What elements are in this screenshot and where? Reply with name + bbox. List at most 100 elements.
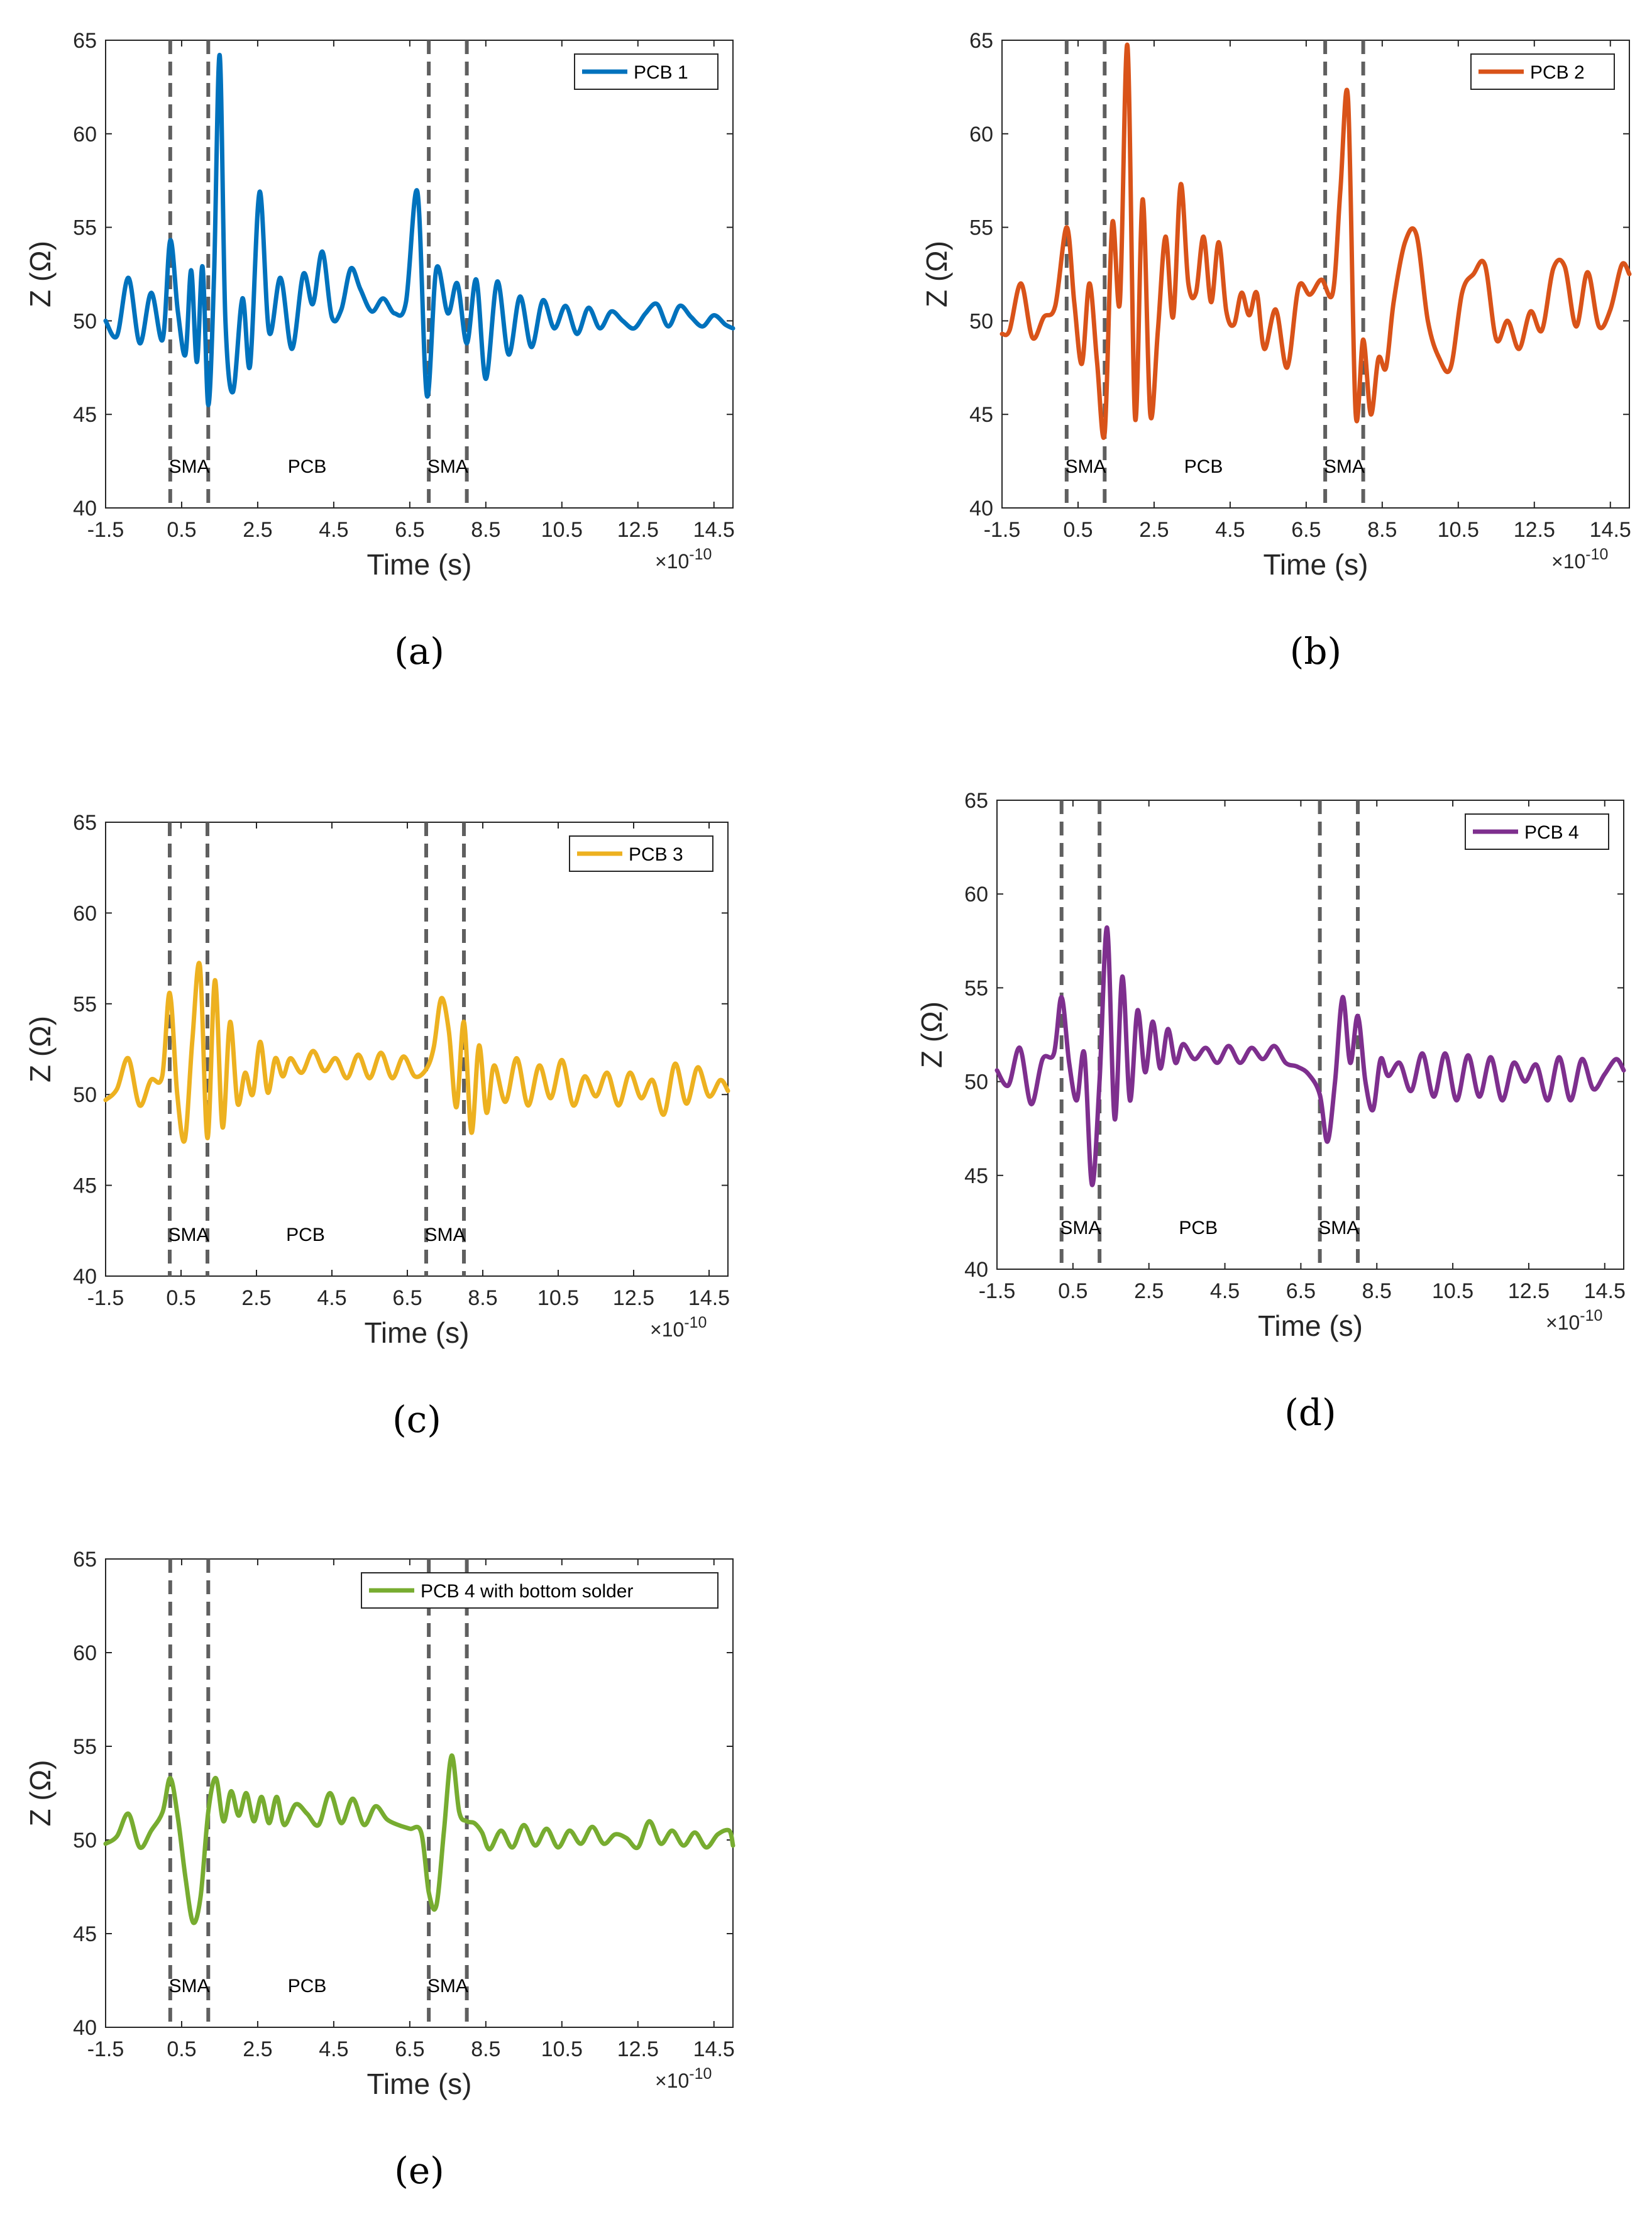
legend: PCB 4 with bottom solder	[361, 1572, 719, 1609]
y-tick-label: 60	[73, 1641, 97, 1665]
x-tick-label: 6.5	[1286, 1279, 1316, 1303]
legend-box	[361, 1572, 719, 1609]
x-exponent-label: ×10-10	[1551, 546, 1608, 573]
x-exponent-power: -10	[689, 2065, 712, 2083]
x-tick-label: -1.5	[984, 518, 1021, 542]
x-tick-label: 2.5	[1139, 518, 1169, 542]
y-axis-label: Z (Ω)	[24, 241, 57, 307]
y-tick-label: 45	[964, 1164, 988, 1188]
y-tick-label: 55	[964, 976, 988, 1000]
x-tick-label: 10.5	[541, 2037, 583, 2061]
y-tick-label: 55	[73, 1735, 97, 1759]
region-label: SMA	[427, 456, 468, 477]
y-tick-label: 60	[969, 123, 993, 146]
axes-box	[1001, 40, 1630, 509]
legend-label: PCB 4 with bottom solder	[421, 1581, 633, 1602]
data-series-line	[994, 925, 1626, 1187]
x-tick-label: 0.5	[167, 2037, 196, 2061]
region-label: SMA	[1324, 456, 1365, 477]
y-tick-label: 65	[73, 1548, 97, 1572]
y-axis-label: Z (Ω)	[920, 241, 953, 307]
y-tick-label: 45	[73, 1174, 97, 1198]
y-axis-label: Z (Ω)	[24, 1016, 57, 1082]
y-tick-label: 45	[969, 403, 993, 427]
x-tick-label: 12.5	[613, 1286, 654, 1310]
x-exponent-power: -10	[684, 1314, 707, 1331]
region-label: SMA	[1318, 1218, 1359, 1238]
y-tick-label: 40	[964, 1258, 988, 1282]
x-tick-label: 4.5	[1210, 1279, 1240, 1303]
y-tick-label: 65	[73, 29, 97, 53]
y-tick-label: 65	[73, 811, 97, 835]
x-tick-label: 6.5	[1291, 518, 1321, 542]
y-tick-label: 50	[73, 1829, 97, 1853]
x-exponent-label: ×10-10	[1546, 1307, 1602, 1334]
region-label: PCB	[288, 1976, 327, 1996]
y-tick-label: 60	[73, 901, 97, 925]
legend-label: PCB 2	[1530, 62, 1585, 83]
axes-box	[105, 1558, 734, 2028]
data-series-line	[999, 42, 1632, 440]
x-axis-label: Time (s)	[367, 2068, 472, 2100]
panel-caption: (a)	[394, 630, 444, 673]
x-tick-label: -1.5	[87, 2037, 124, 2061]
panel-1: -1.5 0.5 2.5 4.5 6.5 8.5 10.5 12.5 14.5 40 45 50 55 6…	[24, 29, 735, 673]
x-tick-label: 8.5	[1367, 518, 1397, 542]
x-tick-label: 0.5	[1063, 518, 1093, 542]
panel-4: -1.5 0.5 2.5 4.5 6.5 8.5 10.5 12.5 14.5 40 45 50 55 6…	[915, 789, 1626, 1434]
region-label: PCB	[288, 456, 327, 477]
x-tick-label: 12.5	[617, 518, 659, 542]
region-label: SMA	[169, 1976, 210, 1996]
x-tick-label: 12.5	[1514, 518, 1555, 542]
y-tick-label: 40	[969, 497, 993, 520]
y-tick-label: 60	[964, 883, 988, 906]
x-tick-label: 6.5	[392, 1286, 422, 1310]
region-label: SMA	[168, 1225, 209, 1245]
x-exponent-label: ×10-10	[655, 2065, 712, 2092]
legend-box	[569, 835, 713, 872]
x-tick-label: 2.5	[243, 518, 272, 542]
x-tick-label: 14.5	[1584, 1279, 1626, 1303]
region-label: SMA	[169, 456, 210, 477]
x-tick-label: 4.5	[319, 2037, 348, 2061]
legend-label: PCB 1	[634, 62, 688, 83]
legend: PCB 3	[569, 835, 713, 872]
y-tick-label: 50	[969, 309, 993, 333]
x-tick-label: -1.5	[87, 1286, 124, 1310]
x-axis-label: Time (s)	[365, 1316, 470, 1349]
x-tick-label: 14.5	[688, 1286, 730, 1310]
region-label: SMA	[427, 1976, 468, 1996]
x-tick-label: 4.5	[319, 518, 348, 542]
region-label: SMA	[424, 1225, 465, 1245]
y-tick-label: 40	[73, 1265, 97, 1289]
panel-caption: (b)	[1290, 630, 1341, 673]
y-tick-label: 65	[969, 29, 993, 53]
x-tick-label: 8.5	[471, 2037, 500, 2061]
x-tick-label: 4.5	[317, 1286, 346, 1310]
x-tick-label: -1.5	[87, 518, 124, 542]
x-tick-label: 10.5	[1438, 518, 1479, 542]
panel-caption: (c)	[392, 1398, 441, 1441]
x-exponent-label: ×10-10	[655, 546, 712, 573]
x-tick-label: 2.5	[243, 2037, 272, 2061]
legend: PCB 4	[1465, 813, 1609, 850]
y-tick-label: 55	[73, 216, 97, 240]
x-tick-label: 12.5	[1508, 1279, 1550, 1303]
region-label: SMA	[1060, 1218, 1101, 1238]
x-tick-label: 8.5	[1362, 1279, 1392, 1303]
x-tick-label: 10.5	[541, 518, 583, 542]
x-tick-label: -1.5	[979, 1279, 1016, 1303]
panel-3: -1.5 0.5 2.5 4.5 6.5 8.5 10.5 12.5 14.5 40 45 50 55 6…	[24, 811, 730, 1441]
x-tick-label: 14.5	[693, 518, 735, 542]
region-label: PCB	[1184, 456, 1223, 477]
y-axis-label: Z (Ω)	[915, 1001, 948, 1068]
x-tick-label: 4.5	[1215, 518, 1245, 542]
axes-box	[105, 822, 729, 1277]
y-tick-label: 50	[73, 309, 97, 333]
legend-label: PCB 3	[629, 844, 683, 865]
axes-box	[105, 40, 734, 509]
x-tick-label: 2.5	[241, 1286, 271, 1310]
data-series-line	[103, 53, 735, 407]
panel-caption: (e)	[394, 2149, 444, 2192]
